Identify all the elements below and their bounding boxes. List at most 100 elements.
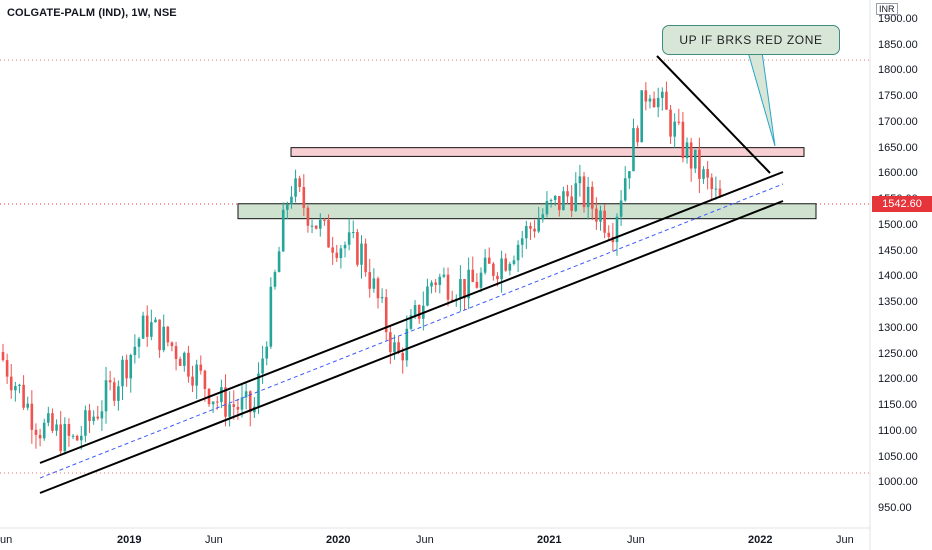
dotted-levels [0,59,870,474]
time-tick-label: 2019 [117,534,142,546]
candle-body [702,169,705,179]
candle-body [426,286,429,306]
candle-body [236,406,240,410]
lower-channel-trendline[interactable] [39,200,784,494]
candle-body [360,243,363,265]
candle-body [1,352,5,361]
candle-body [607,232,611,237]
candle-body [401,352,405,361]
candle-body [446,274,450,300]
candle-body [108,380,112,383]
last-price-label: 1542.60 [872,195,932,212]
candle-body [710,177,714,190]
currency-unit-label: INR [876,3,898,15]
candle-body [117,386,120,401]
candle-body [281,209,285,252]
candle-body [277,251,281,273]
candle-body [331,247,334,253]
candle-body [570,196,573,211]
candle-body [376,278,380,299]
candle-body [368,272,372,289]
candle-body [335,252,339,258]
annotation-callout[interactable]: UP IF BRKS RED ZONE [662,25,840,55]
candle-body [261,358,264,374]
candle-body [496,275,499,280]
candle-body [632,128,635,172]
time-tick-label: Jun [416,534,434,546]
candle-body [578,176,582,184]
descending-trendline[interactable] [656,55,771,174]
time-tick-label: un [0,534,13,546]
candle-body [698,149,701,179]
candle-body [413,305,417,316]
candle-body [693,149,697,169]
candle-body [640,90,644,143]
candle-body [104,380,108,412]
candle-body [487,257,491,264]
candle-body [652,98,656,108]
candle-body [661,91,664,98]
candle-body [665,91,668,110]
candlestick-series [1,81,722,455]
candle-body [586,186,590,208]
candle-body [582,176,586,208]
candle-body [520,238,524,245]
candle-body [566,191,569,197]
candle-body [14,386,17,391]
candle-body [199,364,203,371]
candle-body [269,286,273,347]
candle-body [150,322,153,337]
candle-body [75,435,79,441]
green-support-zone[interactable] [237,203,817,220]
candle-body [557,195,561,211]
time-tick-label: 2021 [537,534,562,546]
candle-body [302,187,306,208]
candle-body [430,282,433,287]
mid-channel-dashed-line[interactable] [39,183,784,479]
candle-body [121,359,124,387]
candle-body [22,384,25,408]
candle-body [669,109,672,137]
candle-body [145,315,149,337]
candle-body [541,214,545,220]
candle-body [187,352,190,377]
candle-body [273,272,277,287]
price-tick-label: 1200.00 [878,373,918,386]
candle-body [240,397,244,410]
candle-body [257,373,260,407]
candle-body [644,90,648,102]
price-tick-label: 1650.00 [878,141,918,154]
candle-body [384,297,388,333]
candle-body [677,121,681,123]
callout-pointer [747,51,776,147]
candle-body [508,263,512,271]
candle-body [343,244,347,249]
candle-body [178,358,182,366]
candle-body [434,282,437,285]
candle-body [685,142,689,159]
candle-body [615,216,619,243]
candle-body [442,274,446,277]
price-tick-label: 950.00 [878,502,912,514]
candle-body [492,263,495,276]
candle-body [525,225,528,239]
candle-body [183,352,186,366]
candle-body [562,191,565,211]
upper-channel-trendline[interactable] [39,171,784,464]
candle-body [55,424,58,431]
candle-body [574,183,578,211]
candle-body [26,403,30,408]
candle-body [42,422,46,439]
candle-body [364,243,367,273]
red-resistance-zone[interactable] [290,147,805,157]
chart-title: COLGATE-PALM (IND), 1W, NSE [7,7,177,19]
candle-body [397,342,400,353]
candle-body [306,207,310,226]
candle-body [59,424,62,452]
price-tick-label: 1800.00 [878,64,918,77]
candle-body [648,98,652,102]
price-tick-label: 1050.00 [878,450,918,463]
time-tick-label: 2022 [748,534,773,546]
candle-body [450,299,454,301]
